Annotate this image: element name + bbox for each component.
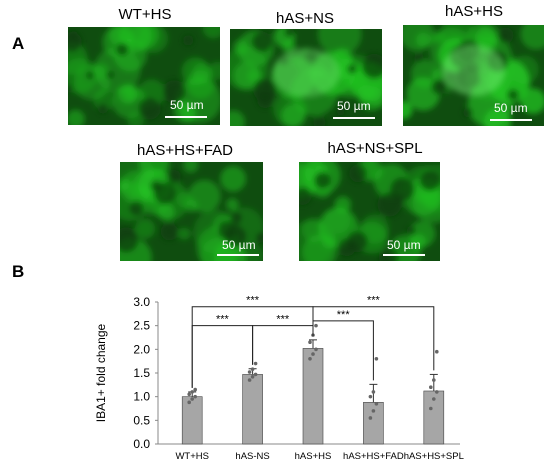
data-point: [187, 392, 191, 397]
data-point: [371, 390, 376, 394]
micrograph-title: hAS+NS+SPL: [327, 140, 423, 157]
x-tick-label: hAS+HS+FAD: [343, 451, 404, 462]
micrograph-title: hAS+HS+FAD: [137, 142, 233, 159]
micrograph-title: hAS+HS: [445, 3, 503, 20]
micrograph-image: [68, 27, 220, 125]
micrograph-image: [403, 25, 544, 126]
data-point: [190, 397, 194, 401]
significance-bracket: [312, 320, 374, 381]
x-tick-label: WT+HS: [175, 451, 209, 462]
data-point: [190, 390, 194, 394]
data-point: [374, 357, 379, 361]
y-tick-label: 2.0: [133, 342, 150, 356]
data-point: [250, 374, 255, 379]
data-point: [432, 378, 436, 382]
data-point: [193, 394, 197, 399]
data-point: [432, 397, 436, 401]
scale-bar: [333, 117, 375, 119]
scale-bar: [383, 254, 425, 256]
data-point: [253, 361, 258, 366]
y-tick-label: 1.0: [133, 390, 150, 404]
data-point: [247, 370, 252, 374]
data-point: [311, 352, 315, 356]
data-point: [314, 323, 318, 328]
data-point: [368, 394, 373, 399]
x-tick-label: hAS+HS: [295, 451, 332, 462]
micrograph-title: WT+HS: [118, 6, 172, 23]
scale-bar: [165, 116, 207, 118]
micrograph-title: hAS+NS: [276, 10, 334, 27]
scale-bar-label: 50 µm: [170, 98, 204, 112]
micrograph-image: [120, 162, 263, 261]
micrograph-image: [230, 29, 382, 126]
significance-label: ***: [276, 314, 290, 326]
y-tick-label: 0.5: [133, 413, 150, 427]
data-point: [371, 409, 376, 413]
significance-label: ***: [337, 309, 351, 321]
data-point: [429, 406, 433, 411]
bar: [242, 374, 263, 445]
significance-label: ***: [367, 295, 381, 307]
y-axis-label: IBA1+ fold change: [94, 323, 108, 422]
bar: [363, 402, 384, 445]
micrograph-image: [299, 162, 440, 261]
data-point: [308, 357, 312, 361]
scale-bar-label: 50 µm: [222, 238, 256, 252]
data-point: [435, 390, 439, 394]
x-tick-label: hAS+HS+SPL: [404, 451, 464, 462]
panel-label-a: A: [12, 34, 25, 53]
data-point: [193, 387, 197, 392]
x-tick-label: hAS-NS: [235, 451, 269, 462]
significance-label: ***: [246, 295, 260, 307]
scale-bar: [490, 119, 532, 121]
bar: [302, 348, 324, 445]
data-point: [435, 349, 439, 354]
data-point: [429, 385, 433, 390]
data-point: [253, 372, 258, 377]
significance-label: ***: [216, 314, 230, 326]
data-point: [314, 347, 318, 352]
data-point: [250, 367, 255, 372]
panel-label-b: B: [12, 262, 25, 281]
data-point: [247, 378, 252, 382]
scale-bar: [217, 254, 259, 256]
data-point: [308, 340, 312, 345]
data-point: [187, 400, 191, 405]
y-tick-label: 3.0: [133, 295, 150, 309]
y-tick-label: 1.5: [133, 366, 150, 380]
y-tick-label: 0.0: [133, 437, 150, 451]
scale-bar-label: 50 µm: [494, 101, 528, 115]
data-point: [368, 416, 373, 420]
bar: [181, 396, 203, 445]
scale-bar-label: 50 µm: [337, 99, 371, 113]
scale-bar-label: 50 µm: [387, 238, 421, 252]
data-point: [374, 401, 379, 406]
y-tick-label: 2.5: [133, 319, 150, 333]
